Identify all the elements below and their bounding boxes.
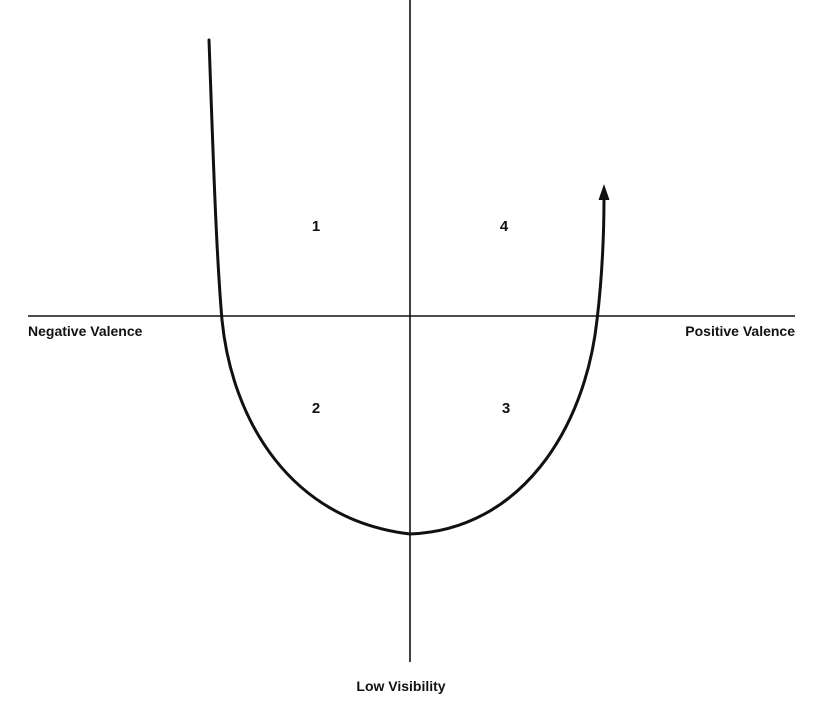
- quadrant-label-3: 3: [502, 400, 510, 417]
- negative-valence-label: Negative Valence: [28, 323, 143, 339]
- quadrant-label-1: 1: [312, 218, 320, 235]
- low-visibility-label: Low Visibility: [356, 678, 445, 694]
- quadrant-label-4: 4: [500, 218, 509, 235]
- positive-valence-label: Positive Valence: [685, 323, 795, 339]
- curve-arrowhead: [598, 184, 610, 200]
- quadrant-label-2: 2: [312, 400, 320, 417]
- valence-curve: [207, 38, 606, 536]
